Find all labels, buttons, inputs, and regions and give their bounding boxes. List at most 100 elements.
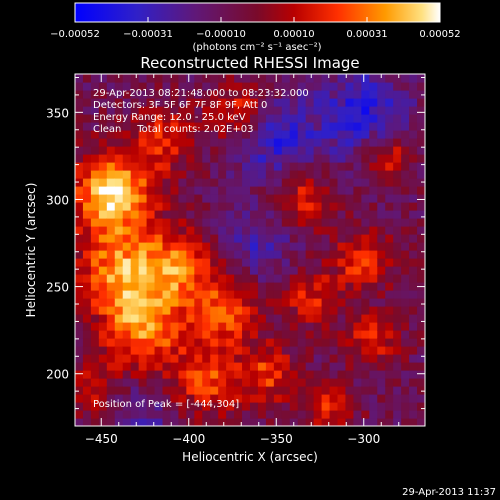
heatmap-cell: [162, 202, 172, 211]
heatmap-cell: [194, 154, 203, 163]
heatmap-cell: [162, 210, 172, 219]
heatmap-cell: [162, 122, 172, 131]
heatmap-cell: [210, 82, 219, 91]
heatmap-cell: [345, 186, 354, 195]
heatmap-cell: [329, 282, 339, 291]
heatmap-cell: [218, 314, 227, 323]
heatmap-cell: [393, 306, 402, 315]
heatmap-cell: [281, 314, 291, 323]
heatmap-cell: [337, 226, 347, 235]
heatmap-cell: [138, 162, 148, 171]
heatmap-cell: [170, 282, 179, 291]
heatmap-cell: [337, 106, 347, 115]
heatmap-cell: [345, 418, 354, 426]
heatmap-cell: [170, 338, 179, 347]
heatmap-cell: [218, 322, 227, 331]
heatmap-cell: [257, 362, 267, 371]
heatmap-cell: [401, 402, 410, 411]
heatmap-cell: [234, 306, 243, 315]
heatmap-cell: [218, 402, 227, 411]
heatmap-cell: [130, 298, 140, 307]
heatmap-cell: [273, 90, 283, 99]
heatmap-cell: [337, 146, 347, 155]
heatmap-cell: [75, 138, 84, 147]
heatmap-cell: [321, 74, 331, 83]
heatmap-cell: [289, 202, 299, 211]
heatmap-cell: [122, 378, 132, 387]
heatmap-cell: [321, 258, 331, 267]
heatmap-cell: [170, 362, 179, 371]
heatmap-cell: [122, 170, 132, 179]
heatmap-cell: [210, 266, 219, 275]
heatmap-cell: [114, 330, 124, 339]
heatmap-cell: [273, 330, 283, 339]
heatmap-cell: [353, 274, 362, 283]
heatmap-cell: [257, 266, 267, 275]
heatmap-cell: [122, 274, 132, 283]
heatmap-cell: [385, 306, 394, 315]
heatmap-cell: [369, 170, 378, 179]
heatmap-cell: [305, 226, 315, 235]
heatmap-cell: [353, 378, 362, 387]
heatmap-cell: [377, 338, 386, 347]
heatmap-cell: [361, 354, 370, 363]
heatmap-cell: [313, 82, 323, 91]
heatmap-cell: [82, 306, 92, 315]
heatmap-cell: [265, 162, 275, 171]
heatmap-cell: [353, 338, 362, 347]
heatmap-cell: [98, 106, 108, 115]
heatmap-cell: [202, 82, 211, 91]
heatmap-cell: [114, 210, 124, 219]
heatmap-cell: [106, 282, 116, 291]
heatmap-cell: [409, 418, 418, 426]
heatmap-cell: [202, 98, 211, 107]
heatmap-cell: [250, 282, 259, 291]
heatmap-cell: [114, 402, 124, 411]
heatmap-cell: [178, 410, 187, 419]
heatmap-cell: [146, 138, 156, 147]
heatmap-cell: [178, 194, 187, 203]
heatmap-cell: [409, 346, 418, 355]
heatmap-cell: [273, 178, 283, 187]
heatmap-cell: [178, 154, 187, 163]
heatmap-cell: [98, 354, 108, 363]
heatmap-cell: [337, 218, 347, 227]
heatmap-cell: [281, 282, 291, 291]
heatmap-cell: [289, 130, 299, 139]
heatmap-cell: [401, 282, 410, 291]
heatmap-cell: [210, 146, 219, 155]
heatmap-cell: [218, 98, 227, 107]
heatmap-cell: [385, 394, 394, 403]
heatmap-cell: [75, 234, 84, 243]
heatmap-cell: [146, 314, 156, 323]
heatmap-cell: [194, 394, 203, 403]
heatmap-cell: [242, 386, 251, 395]
heatmap-cell: [273, 386, 283, 395]
heatmap-cell: [170, 98, 179, 107]
heatmap-cell: [122, 114, 132, 123]
heatmap-cell: [377, 130, 386, 139]
heatmap-cell: [154, 338, 164, 347]
heatmap-cell: [122, 418, 132, 426]
heatmap-cell: [265, 210, 275, 219]
heatmap-cell: [146, 106, 156, 115]
heatmap-cell: [345, 370, 354, 379]
heatmap-cell: [273, 410, 283, 419]
heatmap-cell: [186, 298, 195, 307]
heatmap-cell: [98, 178, 108, 187]
heatmap-cell: [202, 386, 211, 395]
heatmap-cell: [154, 202, 164, 211]
heatmap-cell: [257, 130, 267, 139]
heatmap-cell: [106, 338, 116, 347]
heatmap-cell: [170, 90, 179, 99]
heatmap-cell: [106, 138, 116, 147]
heatmap-cell: [114, 346, 124, 355]
heatmap-cell: [417, 170, 425, 179]
heatmap-cell: [122, 178, 132, 187]
heatmap-cell: [337, 330, 347, 339]
heatmap-cell: [250, 274, 259, 283]
heatmap-cell: [210, 362, 219, 371]
heatmap-cell: [329, 74, 339, 83]
heatmap-cell: [393, 90, 402, 99]
heatmap-cell: [417, 146, 425, 155]
